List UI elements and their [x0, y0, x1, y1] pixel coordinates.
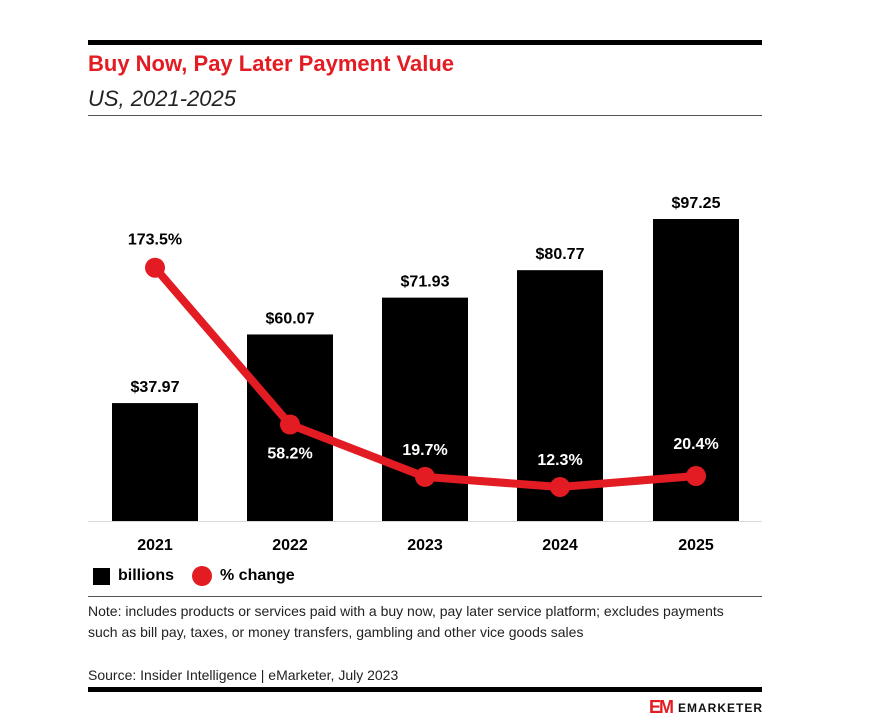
- x-tick-2022: 2022: [272, 537, 308, 554]
- pct-point-2025: [686, 466, 706, 486]
- bar-label-2025: $97.25: [672, 195, 721, 212]
- bar-label-2022: $60.07: [266, 310, 315, 327]
- pct-point-2022: [280, 414, 300, 435]
- note-rule: [88, 596, 762, 597]
- emarketer-logo: EM EMARKETER: [649, 697, 763, 718]
- chart-title: Buy Now, Pay Later Payment Value: [88, 51, 454, 76]
- x-tick-2025: 2025: [678, 537, 714, 554]
- bar-label-2024: $80.77: [536, 246, 585, 263]
- bar-label-2021: $37.97: [131, 379, 180, 396]
- footnote: Note: includes products or services paid…: [88, 603, 724, 640]
- emarketer-logo-text: EMARKETER: [678, 700, 764, 715]
- legend-bar-swatch: [93, 567, 110, 585]
- chart-subtitle: US, 2021-2025: [88, 86, 236, 111]
- source-line: Source: Insider Intelligence | eMarketer…: [88, 667, 399, 683]
- pct-label-2022: 58.2%: [267, 446, 312, 463]
- pct-point-2024: [550, 477, 570, 497]
- subtitle-rule: [88, 115, 762, 116]
- pct-label-2024: 12.3%: [537, 452, 582, 469]
- emarketer-logo-icon: EM: [649, 697, 674, 717]
- x-tick-2023: 2023: [407, 537, 443, 554]
- legend: billions % change: [93, 566, 295, 586]
- x-tick-2024: 2024: [542, 537, 578, 554]
- bar-2021: [112, 403, 198, 521]
- pct-label-2025: 20.4%: [673, 436, 718, 453]
- x-tick-2021: 2021: [137, 537, 173, 554]
- legend-bar-label: billions: [118, 567, 174, 584]
- pct-label-2021: 173.5%: [128, 232, 182, 249]
- top-rule: [88, 40, 762, 45]
- pct-point-2023: [415, 466, 435, 487]
- pct-label-2023: 19.7%: [402, 442, 447, 459]
- bar-label-2023: $71.93: [401, 274, 450, 291]
- legend-line-label: % change: [220, 567, 295, 584]
- bar-2023: [382, 297, 468, 521]
- pct-point-2021: [145, 257, 165, 278]
- bottom-rule: [88, 687, 762, 692]
- legend-line-swatch: [192, 566, 212, 586]
